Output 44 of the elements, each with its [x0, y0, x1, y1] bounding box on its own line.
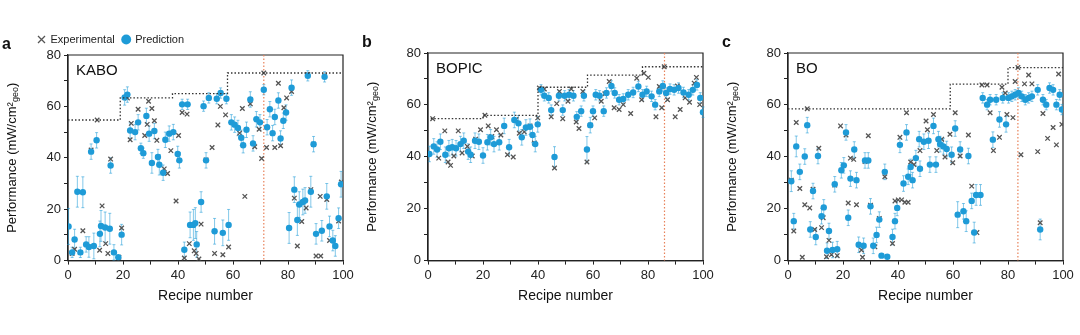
x-tick-label: 20 [475, 266, 491, 282]
x-tick-label: 100 [332, 266, 354, 282]
y-tick-label: 0 [773, 252, 781, 268]
x-tick-label: 80 [280, 266, 296, 282]
x-tick-label: 20 [115, 266, 131, 282]
x-tick-label: 60 [225, 266, 241, 282]
legend-label: Experimental [50, 32, 115, 45]
y-tick-label: 80 [46, 46, 61, 62]
y-tick-label: 0 [413, 252, 421, 268]
x-tick-label: 0 [784, 266, 792, 282]
x-tick-label: 100 [692, 266, 714, 282]
text: b [362, 33, 372, 51]
x-axis-title: Recipe number [518, 287, 614, 304]
x-tick-label: 0 [424, 266, 432, 282]
chart-title: BO [796, 58, 818, 76]
x-axis-title: Recipe number [878, 287, 974, 304]
x-tick-label: 20 [835, 266, 851, 282]
y-tick-label: 80 [766, 44, 781, 60]
x-tick-label: 40 [890, 266, 906, 282]
x-tick-label: 60 [945, 266, 961, 282]
x-tick-label: 60 [585, 266, 601, 282]
y-tick-label: 40 [46, 149, 61, 165]
x-axis-title: Recipe number [158, 287, 254, 304]
text: a [2, 35, 11, 53]
y-tick-label: 40 [406, 148, 421, 164]
y-tick-label: 80 [406, 44, 421, 60]
y-tick-label: 60 [766, 96, 781, 112]
text: c [722, 33, 731, 51]
y-tick-label: 20 [46, 200, 61, 216]
y-tick-label: 60 [46, 97, 61, 113]
x-tick-label: 80 [640, 266, 656, 282]
chart-title: BOPIC [436, 58, 483, 76]
legend-label: Prediction [135, 32, 185, 45]
y-tick-label: 60 [406, 96, 421, 112]
y-tick-label: 40 [766, 148, 781, 164]
y-tick-label: 20 [766, 200, 781, 216]
x-tick-label: 100 [1052, 266, 1074, 282]
x-tick-label: 40 [170, 266, 186, 282]
x-tick-label: 40 [530, 266, 546, 282]
chart-title: KABO [76, 60, 118, 78]
x-tick-label: 80 [1000, 266, 1016, 282]
y-tick-label: 20 [406, 200, 421, 216]
y-tick-label: 0 [53, 252, 61, 268]
x-tick-label: 0 [64, 266, 72, 282]
